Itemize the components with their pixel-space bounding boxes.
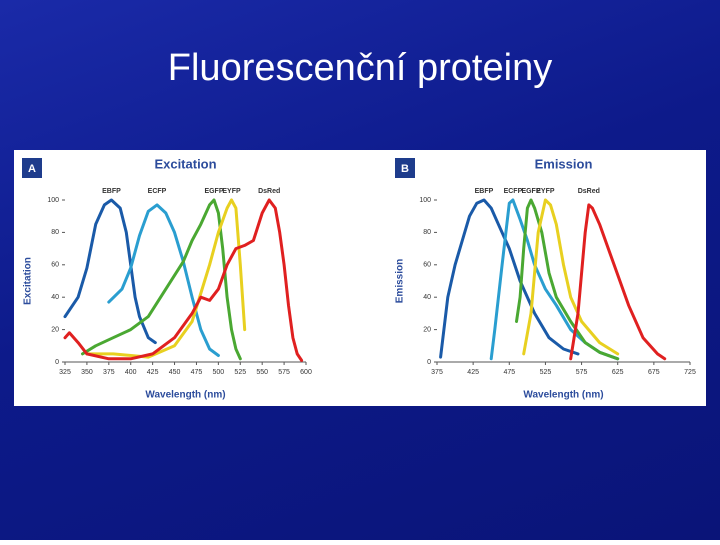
- series-label: EBFP: [102, 188, 121, 195]
- y-axis-label: Excitation: [23, 257, 34, 305]
- x-tick-label: 625: [612, 369, 624, 376]
- x-tick-label: 325: [59, 369, 71, 376]
- x-tick-label: 525: [234, 369, 246, 376]
- panel-label-box: [22, 158, 42, 178]
- series-line: [63, 198, 304, 362]
- y-tick-label: 60: [423, 262, 431, 269]
- figure-panel: [14, 150, 706, 406]
- x-tick-label: 725: [684, 369, 696, 376]
- series-line: [522, 198, 620, 356]
- y-tick-label: 0: [55, 359, 59, 366]
- series-label: EBFP: [475, 188, 494, 195]
- x-tick-label: 375: [431, 369, 443, 376]
- series-label: EYFP: [536, 188, 555, 195]
- series-line: [63, 198, 157, 345]
- y-tick-label: 0: [427, 359, 431, 366]
- y-tick-label: 60: [51, 262, 59, 269]
- y-tick-label: 20: [51, 326, 59, 333]
- series-label: DsRed: [578, 188, 600, 195]
- series-label: ECFP: [504, 188, 523, 195]
- y-tick-label: 20: [423, 326, 431, 333]
- series-label: EGFP: [521, 188, 540, 195]
- series-line: [515, 198, 620, 361]
- x-tick-label: 600: [300, 369, 312, 376]
- x-tick-label: 350: [81, 369, 93, 376]
- y-tick-label: 100: [419, 197, 431, 204]
- series-label: DsRed: [258, 188, 280, 195]
- series-line: [569, 203, 667, 361]
- x-axis-label: Wavelength (nm): [523, 390, 603, 401]
- series-line: [439, 198, 580, 359]
- x-tick-label: 675: [648, 369, 660, 376]
- x-tick-label: 575: [278, 369, 290, 376]
- slide-title: Fluorescenční proteiny: [168, 47, 552, 89]
- chart-title: Excitation: [154, 156, 216, 171]
- x-tick-label: 525: [540, 369, 552, 376]
- x-tick-label: 400: [125, 369, 137, 376]
- x-tick-label: 575: [576, 369, 588, 376]
- x-tick-label: 425: [147, 369, 159, 376]
- panel-label: A: [28, 163, 36, 175]
- series-label: EGFP: [204, 188, 223, 195]
- series-line: [81, 198, 242, 361]
- x-tick-label: 450: [169, 369, 181, 376]
- y-tick-label: 100: [47, 197, 59, 204]
- y-axis-label: Emission: [395, 259, 406, 303]
- x-axis-label: Wavelength (nm): [145, 390, 225, 401]
- y-tick-label: 40: [51, 294, 59, 301]
- x-tick-label: 500: [213, 369, 225, 376]
- series-label: EYFP: [222, 188, 241, 195]
- y-tick-label: 80: [423, 229, 431, 236]
- x-tick-label: 475: [191, 369, 203, 376]
- panel-label-box: [395, 158, 415, 178]
- x-tick-label: 425: [467, 369, 479, 376]
- chart-title: Emission: [535, 156, 593, 171]
- y-tick-label: 80: [51, 229, 59, 236]
- series-label: ECFP: [148, 188, 167, 195]
- x-tick-label: 375: [103, 369, 115, 376]
- y-tick-label: 40: [423, 294, 431, 301]
- panel-label: B: [401, 163, 409, 175]
- series-line: [107, 203, 220, 357]
- x-tick-label: 550: [256, 369, 268, 376]
- x-tick-label: 475: [503, 369, 515, 376]
